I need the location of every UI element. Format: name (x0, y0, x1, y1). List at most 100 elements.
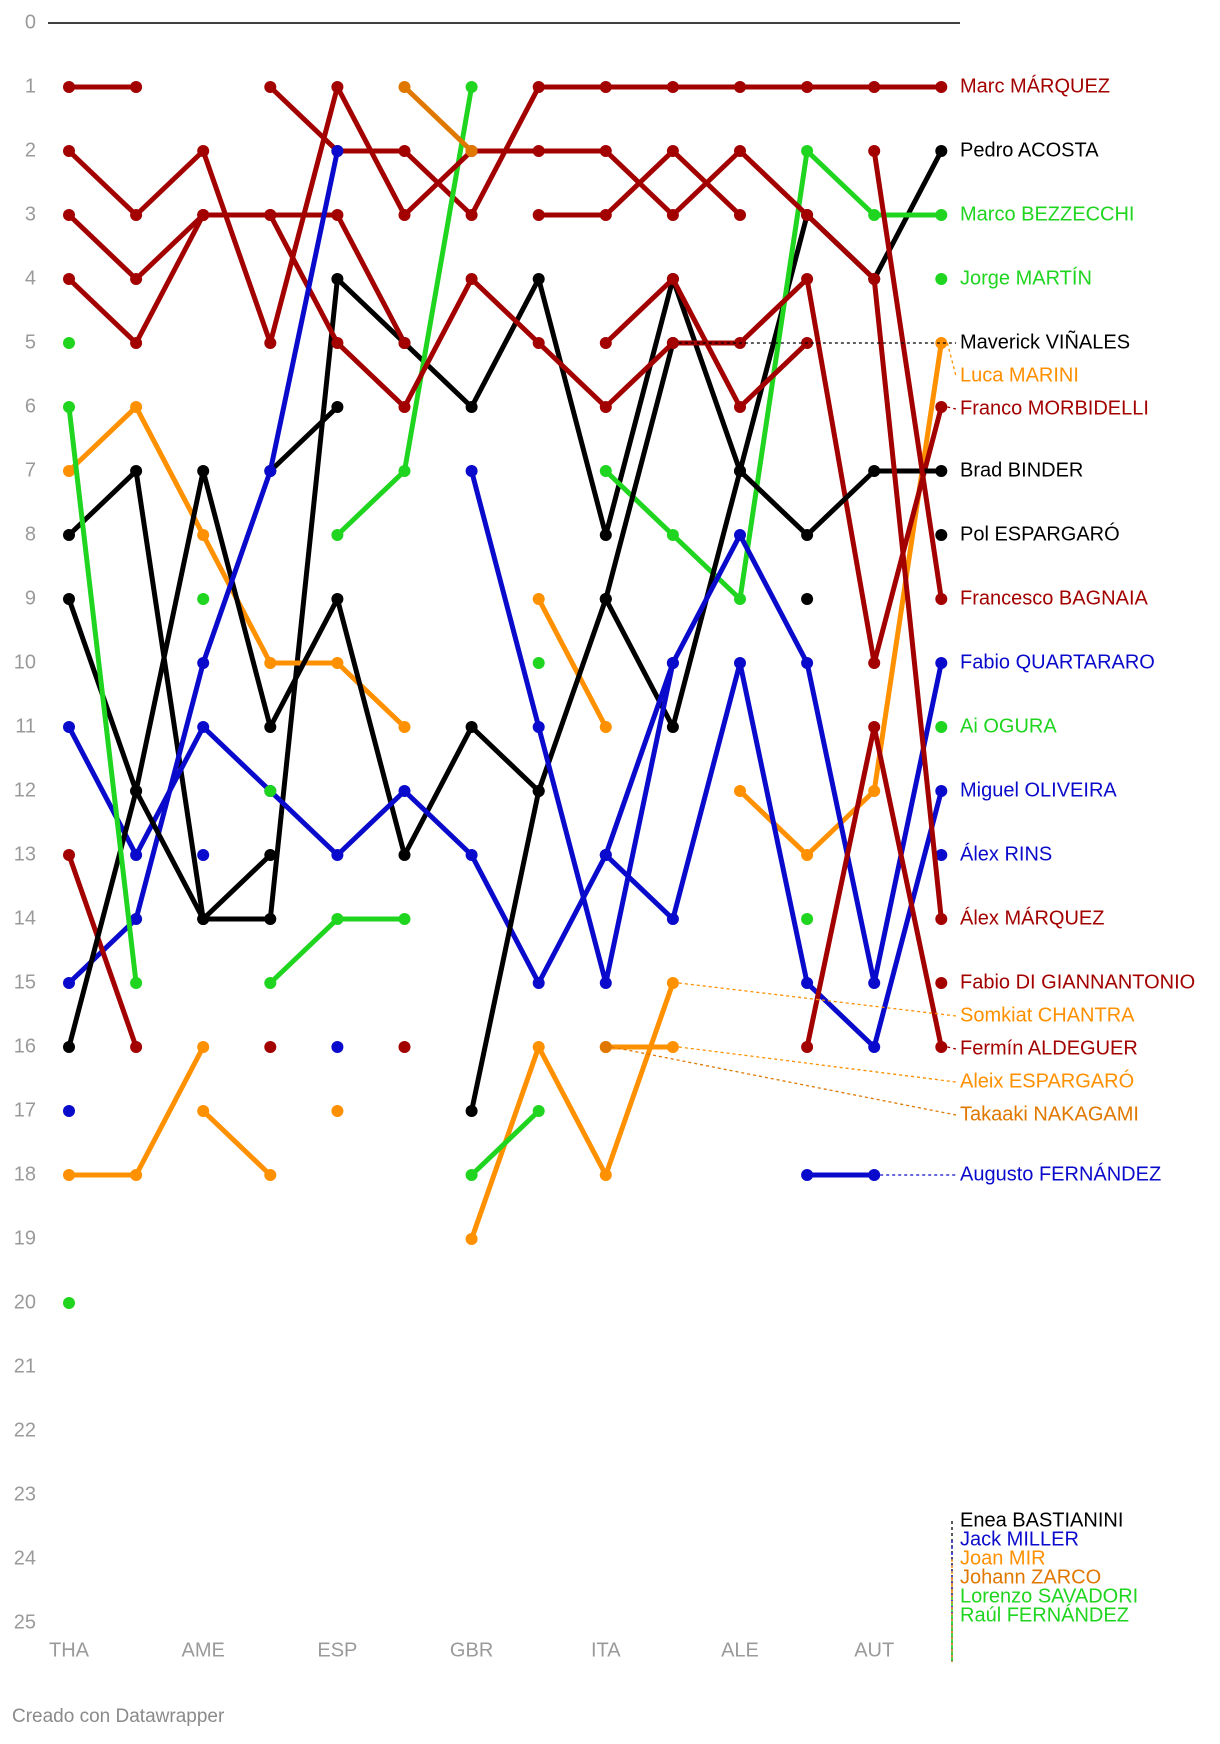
rider-line (268, 342, 676, 600)
rider-label: Álex RINS (960, 842, 1052, 865)
rider-point (130, 337, 143, 349)
rider-point (63, 977, 75, 989)
rider-label: Augusto FERNÁNDEZ (960, 1162, 1161, 1185)
rider-point (532, 1105, 545, 1117)
rider-point (398, 465, 411, 477)
rider-point (935, 785, 948, 797)
rider-point (599, 1041, 612, 1053)
rider-point (63, 1169, 75, 1181)
rider-point (666, 209, 679, 221)
rider-point (935, 913, 948, 925)
rider-point (868, 977, 881, 989)
rider-point (331, 337, 344, 349)
rider-point (465, 273, 478, 285)
rider-point (465, 849, 478, 861)
x-tick-label: ESP (317, 1639, 357, 1661)
x-tick-label: AUT (854, 1639, 894, 1661)
rider-line (201, 1109, 273, 1177)
rider-line (69, 982, 676, 1240)
rider-point (935, 849, 948, 861)
rider-point (935, 1041, 948, 1053)
rider-point (130, 849, 143, 861)
rider-label: Johann ZARCO (960, 1566, 1101, 1588)
rider-point (532, 81, 545, 93)
rider-label: Joan MIR (960, 1547, 1046, 1569)
rider-point (331, 913, 344, 925)
rider-point (331, 145, 344, 157)
rider-point (532, 977, 545, 989)
y-tick-label: 2 (25, 139, 36, 161)
y-tick-label: 19 (14, 1227, 36, 1249)
y-tick-label: 6 (25, 395, 36, 417)
rider-point (666, 81, 679, 93)
y-tick-label: 3 (25, 203, 36, 225)
rider-point (599, 209, 612, 221)
rider-label: Francesco BAGNAIA (960, 587, 1149, 609)
rider-point (868, 145, 881, 157)
rider-label: Lorenzo SAVADORI (960, 1585, 1138, 1607)
rider-point (935, 81, 948, 93)
rider-label: Somkiat CHANTRA (960, 1004, 1135, 1026)
y-tick-label: 24 (14, 1547, 36, 1569)
rider-label: Maverick VIÑALES (960, 329, 1130, 353)
rider-point (532, 657, 545, 669)
y-tick-label: 11 (15, 715, 36, 737)
rider-point (398, 785, 411, 797)
rider-point (63, 209, 75, 221)
rider-point (197, 529, 210, 541)
rider-point (801, 145, 814, 157)
rider-label: Pol ESPARGARÓ (960, 522, 1120, 545)
rider-point (130, 913, 143, 925)
rider-line (66, 788, 542, 1112)
rider-point (666, 529, 679, 541)
rider-point (197, 913, 210, 925)
rider-point (935, 273, 948, 285)
x-tick-label: THA (49, 1639, 90, 1661)
rider-point (331, 1041, 344, 1053)
rider-point (264, 721, 277, 733)
rider-point (935, 977, 948, 989)
rider-point (532, 721, 545, 733)
rider-label: Marc MÁRQUEZ (960, 74, 1110, 97)
rider-point (666, 1041, 679, 1053)
y-tick-label: 16 (14, 1035, 36, 1057)
rider-point (130, 465, 143, 477)
rider-point (935, 401, 948, 413)
rider-point (197, 1105, 210, 1117)
rider-point (734, 81, 746, 93)
rider-line (604, 660, 944, 1050)
rider-point (63, 1041, 75, 1053)
rider-point (63, 529, 75, 541)
rider-point (63, 337, 75, 349)
rider-point (331, 529, 344, 541)
rider-label: Raúl FERNÁNDEZ (960, 1603, 1129, 1626)
rider-point (532, 785, 545, 797)
y-tick-label: 23 (14, 1483, 36, 1505)
rider-line (402, 85, 474, 153)
rider-point (197, 465, 210, 477)
rider-point (734, 401, 746, 413)
rider-point (868, 209, 881, 221)
rider-label: Aleix ESPARGARÓ (960, 1069, 1134, 1092)
y-tick-label: 9 (25, 587, 36, 609)
rider-point (734, 209, 746, 221)
rider-point (398, 145, 411, 157)
y-tick-label: 10 (14, 651, 36, 673)
rider-point (465, 1233, 478, 1245)
rider-point (63, 593, 75, 605)
rider-point (398, 81, 411, 93)
x-tick-label: ITA (591, 1639, 621, 1661)
rider-point (398, 401, 411, 413)
rider-point (63, 1105, 75, 1117)
y-tick-label: 14 (14, 907, 36, 929)
y-tick-label: 25 (14, 1611, 36, 1633)
rider-point (666, 721, 679, 733)
rider-label: Ai OGURA (960, 715, 1057, 737)
y-tick-label: 4 (25, 267, 36, 289)
rider-point (599, 337, 612, 349)
rider-label: Jorge MARTÍN (960, 266, 1092, 289)
rider-point (532, 593, 545, 605)
rider-label: Pedro ACOSTA (960, 139, 1099, 161)
rider-point (398, 209, 411, 221)
